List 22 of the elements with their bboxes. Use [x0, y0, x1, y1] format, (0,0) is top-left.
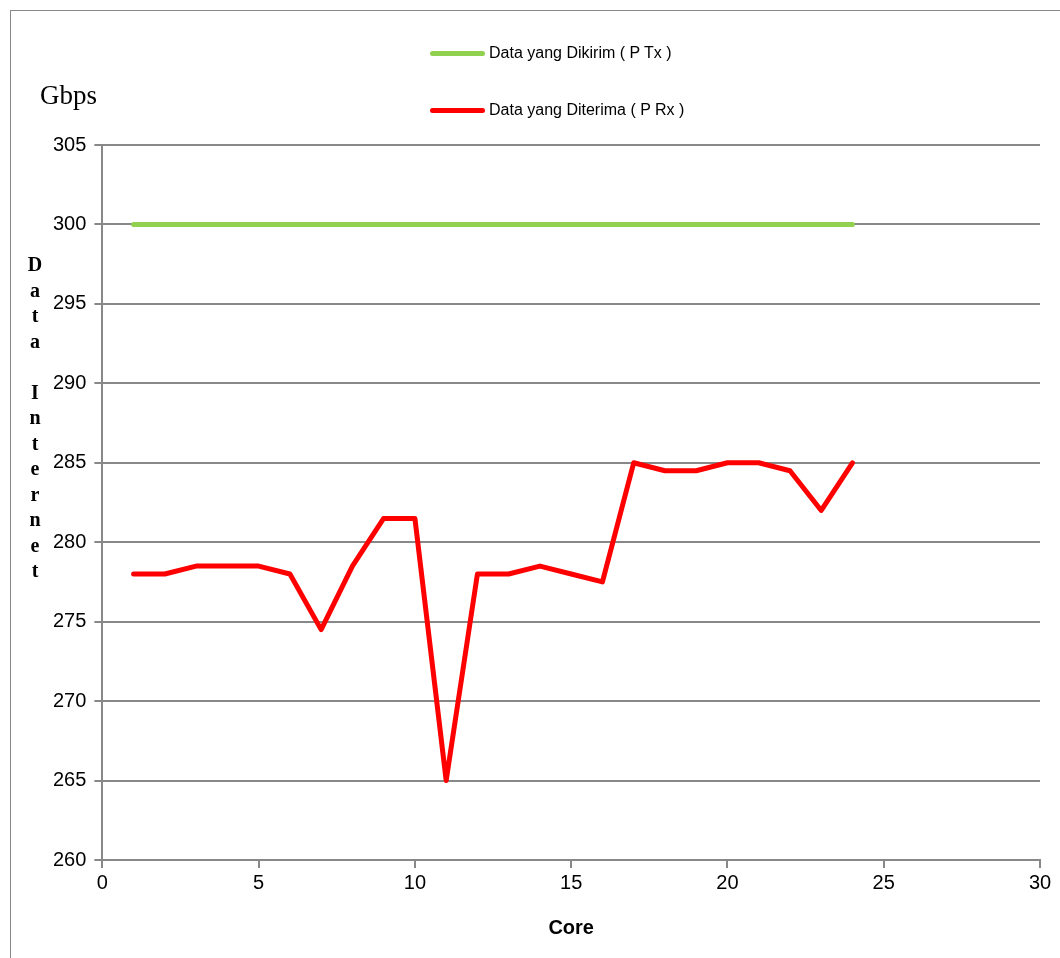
text: Data Internet [27, 253, 43, 581]
legend-label: Data yang Dikirim ( P Tx ) [489, 44, 672, 62]
y-tick-label: 300 [52, 211, 87, 234]
x-axis-title: Core [548, 915, 594, 938]
legend-label: Data yang Diterima ( P Rx ) [489, 101, 685, 119]
y-tick-label: 290 [52, 370, 87, 393]
y-tick-label: 270 [52, 688, 87, 711]
x-tick-label: 15 [560, 870, 583, 893]
x-tick-label: 5 [253, 870, 265, 893]
y-tick-label: 285 [52, 450, 87, 473]
y-tick-label: 260 [52, 847, 87, 870]
y-tick-label: 275 [52, 609, 87, 632]
x-tick-label: 30 [1028, 870, 1052, 893]
text: Gbps [40, 80, 98, 111]
y-tick-label: 280 [52, 529, 87, 552]
x-tick-label: 10 [403, 870, 427, 893]
y-tick-label: 295 [52, 291, 87, 314]
x-tick-label: 0 [96, 870, 108, 893]
x-tick-label: 25 [872, 870, 895, 893]
y-tick-label: 305 [52, 132, 87, 155]
y-tick-label: 265 [52, 768, 87, 791]
x-tick-label: 20 [716, 870, 739, 893]
